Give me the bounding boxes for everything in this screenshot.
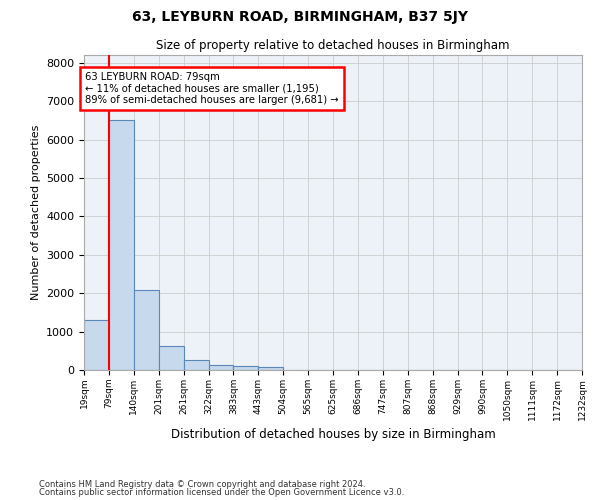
Text: Contains HM Land Registry data © Crown copyright and database right 2024.: Contains HM Land Registry data © Crown c… [39, 480, 365, 489]
Bar [184, 360, 209, 370]
Text: 63, LEYBURN ROAD, BIRMINGHAM, B37 5JY: 63, LEYBURN ROAD, BIRMINGHAM, B37 5JY [132, 10, 468, 24]
X-axis label: Distribution of detached houses by size in Birmingham: Distribution of detached houses by size … [170, 428, 496, 441]
Bar [159, 346, 184, 370]
Y-axis label: Number of detached properties: Number of detached properties [31, 125, 41, 300]
Text: Contains public sector information licensed under the Open Government Licence v3: Contains public sector information licen… [39, 488, 404, 497]
Bar [209, 365, 233, 370]
Bar [109, 120, 134, 370]
Bar [233, 366, 259, 370]
Title: Size of property relative to detached houses in Birmingham: Size of property relative to detached ho… [156, 40, 510, 52]
Bar [134, 290, 159, 370]
Bar [259, 367, 283, 370]
Text: 63 LEYBURN ROAD: 79sqm
← 11% of detached houses are smaller (1,195)
89% of semi-: 63 LEYBURN ROAD: 79sqm ← 11% of detached… [85, 72, 339, 106]
Bar [84, 320, 109, 370]
